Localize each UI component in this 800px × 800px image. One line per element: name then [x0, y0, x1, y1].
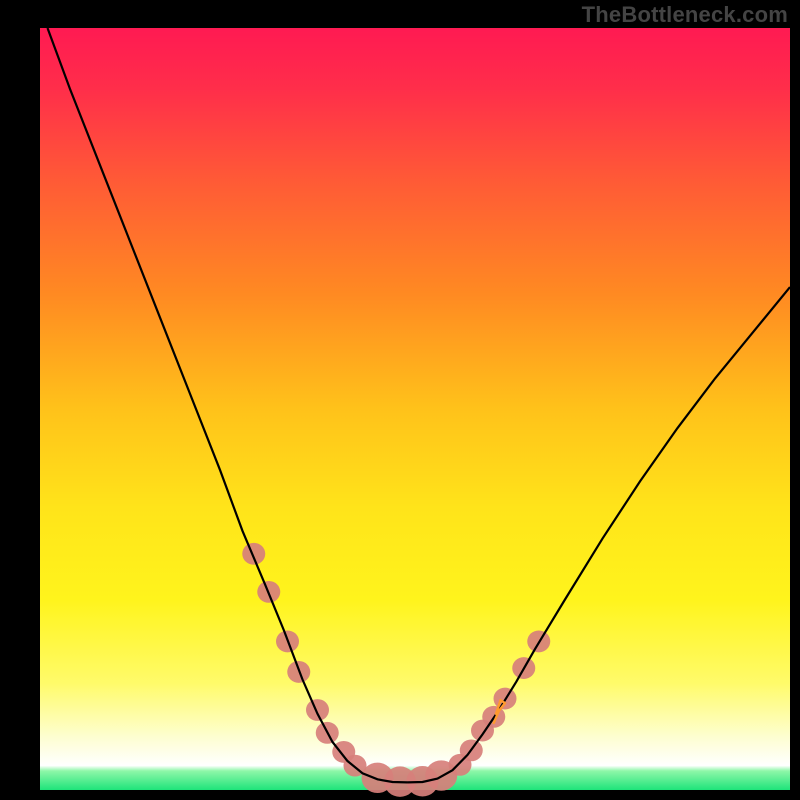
data-marker [242, 543, 265, 565]
data-marker [306, 699, 329, 721]
plot-background [40, 28, 790, 790]
bottleneck-curve-chart [0, 0, 800, 800]
watermark-text: TheBottleneck.com [582, 2, 788, 28]
